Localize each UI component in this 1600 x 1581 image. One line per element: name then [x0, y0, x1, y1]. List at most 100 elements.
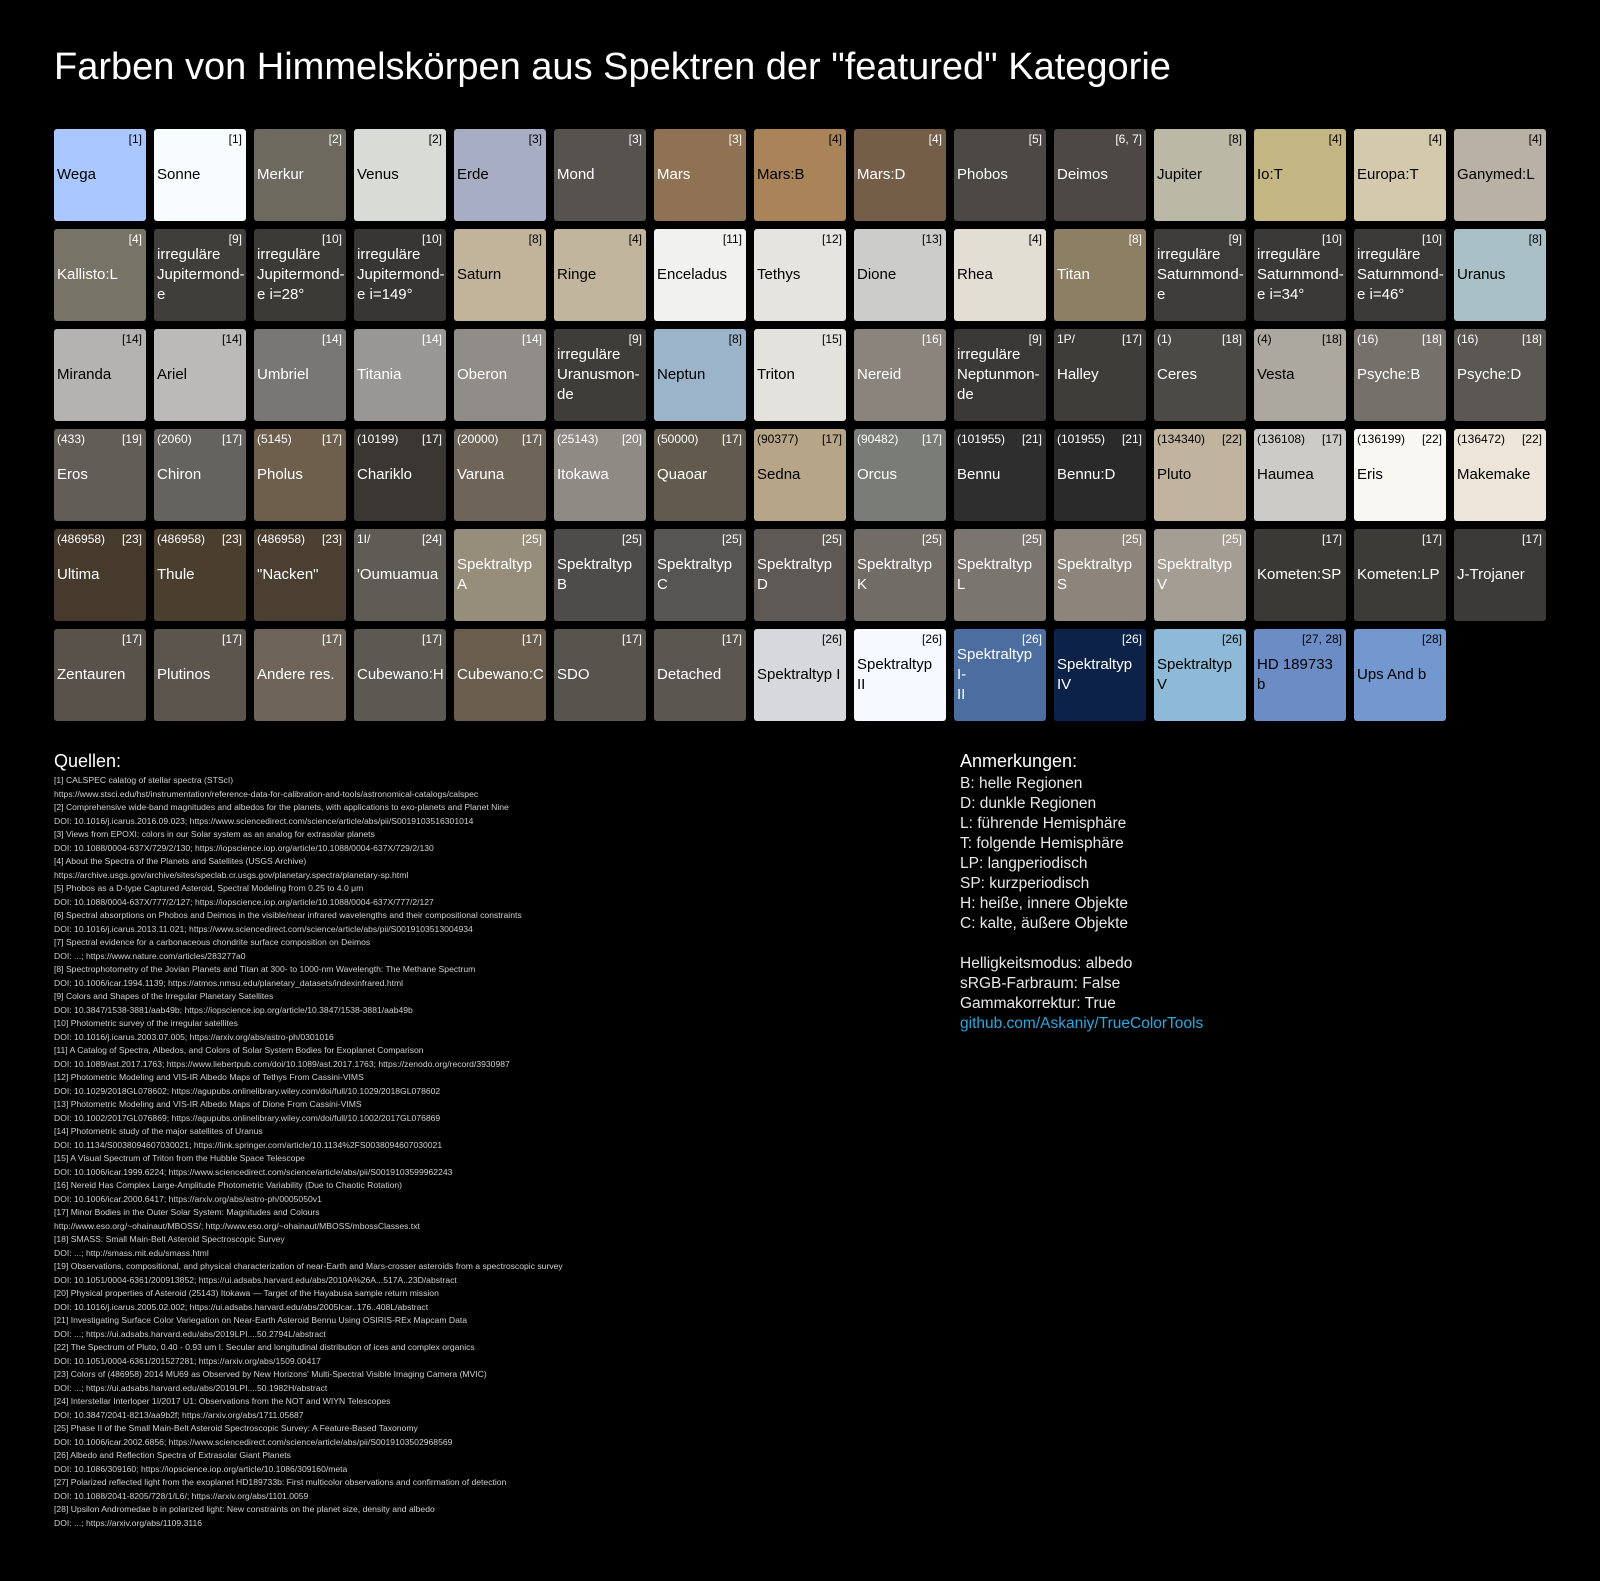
note-line: C: kalte, äußere Objekte	[960, 915, 1128, 932]
color-tile: [17] Kometen:SP	[1254, 529, 1346, 621]
tile-number: (10199)	[357, 432, 399, 446]
tile-reference: [17]	[721, 432, 742, 446]
source-line: DOI: 10.1089/ast.2017.1763; https://www.…	[54, 1058, 510, 1069]
note-line: SP: kurzperiodisch	[960, 875, 1090, 892]
tile-reference: [22]	[1221, 432, 1242, 446]
source-line: [27] Polarized reflected light from the …	[54, 1477, 507, 1487]
color-tile: (101955) [21] Bennu	[954, 429, 1046, 521]
color-tile: (486958) [23] Thule	[154, 529, 246, 621]
tile-number: (136472)	[1457, 432, 1506, 446]
source-line: [8] Spectrophotometry of the Jovian Plan…	[54, 964, 476, 974]
tile-reference: [14]	[121, 332, 142, 346]
source-line: DOI: 10.1016/j.icarus.2003.07.005; https…	[54, 1031, 334, 1042]
color-tile: [5] Phobos	[954, 129, 1046, 221]
tile-reference: [4]	[128, 232, 142, 246]
tile-number: (101955)	[1057, 432, 1106, 446]
color-tile: [4] Io:T	[1254, 129, 1346, 221]
tile-name: Eros	[57, 466, 88, 483]
tile-reference: [17]	[1121, 332, 1142, 346]
note-line: L: führende Hemisphäre	[960, 815, 1127, 832]
source-line: [19] Observations, compositional, and ph…	[54, 1261, 563, 1271]
color-tile: [26] Spektraltyp II	[854, 629, 946, 721]
tile-reference: [4]	[928, 132, 942, 146]
color-tile: (10199) [17] Chariklo	[354, 429, 446, 521]
tile-reference: [4]	[828, 132, 842, 146]
tile-name: Kallisto:L	[57, 266, 118, 283]
tile-number: (136108)	[1257, 432, 1306, 446]
tile-number: (486958)	[57, 532, 106, 546]
tile-reference: [3]	[528, 132, 542, 146]
tile-reference: [17]	[821, 432, 842, 446]
tile-reference: [4]	[1428, 132, 1442, 146]
tile-name: Enceladus	[657, 266, 728, 283]
tile-reference: [23]	[121, 532, 142, 546]
source-line: [10] Photometric survey of the irregular…	[54, 1018, 238, 1028]
color-tile: [14] Umbriel	[254, 329, 346, 421]
source-line: DOI: ...; https://ui.adsabs.harvard.edu/…	[54, 1328, 326, 1339]
tile-reference: [22]	[1521, 432, 1542, 446]
tile-name: Oberon	[457, 366, 508, 383]
tile-name: Quaoar	[657, 466, 708, 483]
tile-name: Spektraltyp D	[757, 556, 833, 593]
source-line: [17] Minor Bodies in the Outer Solar Sys…	[54, 1207, 320, 1217]
tile-reference: [17]	[221, 432, 242, 446]
tile-name: Erde	[457, 166, 489, 183]
tile-name: irreguläre Jupitermond- e i=149°	[357, 246, 445, 303]
tile-name: Mond	[557, 166, 595, 183]
tile-name: Zentauren	[57, 666, 126, 683]
source-line: [7] Spectral evidence for a carbonaceous…	[54, 937, 371, 947]
color-tile: [10] irreguläre Jupitermond- e i=28°	[254, 229, 346, 321]
tile-number: (25143)	[557, 432, 599, 446]
tile-name: Spektraltyp S	[1057, 556, 1133, 593]
color-tile: (20000) [17] Varuna	[454, 429, 546, 521]
tile-reference: [25]	[621, 532, 642, 546]
tile-name: Sedna	[757, 466, 801, 483]
tile-reference: [17]	[121, 632, 142, 646]
color-tile: [25] Spektraltyp C	[654, 529, 746, 621]
page-title: Farben von Himmelskörpen aus Spektren de…	[54, 46, 1171, 88]
tile-name: Titan	[1057, 266, 1090, 283]
tile-number: (16)	[1457, 332, 1479, 346]
tile-name: Deimos	[1057, 166, 1108, 183]
source-line: [9] Colors and Shapes of the Irregular P…	[54, 991, 274, 1001]
color-tile: [8] Saturn	[454, 229, 546, 321]
tile-name: Cubewano:C	[457, 666, 544, 683]
tile-reference: [22]	[1421, 432, 1442, 446]
tile-name: Spektraltyp L	[957, 556, 1033, 593]
tile-reference: [4]	[1328, 132, 1342, 146]
source-line: DOI: 10.1088/0004-637X/729/2/130; https:…	[54, 842, 434, 853]
tile-reference: [20]	[621, 432, 642, 446]
tile-name: Spektraltyp K	[857, 556, 933, 593]
github-link[interactable]: github.com/Askaniy/TrueColorTools	[960, 1015, 1204, 1032]
tile-number: (5145)	[257, 432, 292, 446]
tile-reference: [5]	[1028, 132, 1042, 146]
tile-reference: [27, 28]	[1301, 632, 1342, 646]
tile-reference: [3]	[728, 132, 742, 146]
tile-name: Saturn	[457, 266, 502, 283]
color-tile: [12] Tethys	[754, 229, 846, 321]
tile-reference: [10]	[321, 232, 342, 246]
color-tile: [17] Detached	[654, 629, 746, 721]
color-tile: [4] Ringe	[554, 229, 646, 321]
source-line: https://archive.usgs.gov/archive/sites/s…	[54, 869, 409, 880]
tile-name: Spektraltyp V	[1157, 656, 1233, 693]
tile-reference: [24]	[421, 532, 442, 546]
tile-reference: [17]	[521, 432, 542, 446]
tile-reference: [17]	[621, 632, 642, 646]
tile-name: Ariel	[157, 366, 188, 383]
tile-reference: [21]	[1121, 432, 1142, 446]
source-line: https://www.stsci.edu/hst/instrumentatio…	[54, 788, 479, 799]
tile-number: (101955)	[957, 432, 1006, 446]
note-line: T: folgende Hemisphäre	[960, 835, 1124, 852]
color-tile: [8] Jupiter	[1154, 129, 1246, 221]
color-tile: [1] Wega	[54, 129, 146, 221]
tile-name: Spektraltyp II	[857, 656, 933, 693]
tile-reference: [4]	[1028, 232, 1042, 246]
tile-name: Eris	[1357, 466, 1383, 483]
color-tile: [14] Titania	[354, 329, 446, 421]
tile-reference: [10]	[1421, 232, 1442, 246]
tile-number: (4)	[1257, 332, 1272, 346]
color-tile: [4] Kallisto:L	[54, 229, 146, 321]
tile-name: Mars	[657, 166, 691, 183]
source-line: DOI: ...; https://ui.adsabs.harvard.edu/…	[54, 1382, 328, 1393]
